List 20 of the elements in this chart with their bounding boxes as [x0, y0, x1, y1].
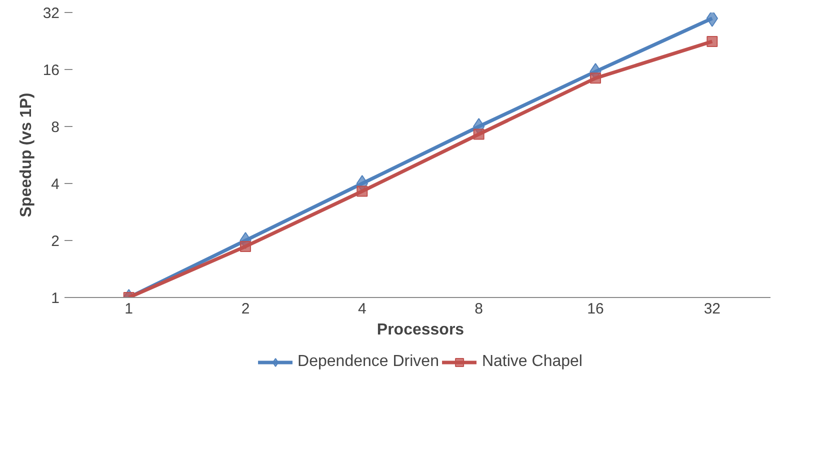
legend-label: Native Chapel [482, 353, 582, 371]
point [356, 186, 368, 197]
x-tick-label: 2 [241, 300, 250, 318]
point [590, 72, 601, 84]
y-axis-title: Speedup (vs 1P) [18, 92, 35, 218]
x-axis-title: Processors [376, 322, 464, 338]
x-tick-label: 16 [587, 300, 604, 318]
x-tick-label: 32 [704, 300, 721, 318]
point [473, 128, 484, 140]
x-tick-label: 4 [358, 300, 366, 318]
y-tick-label: 16 [42, 62, 60, 79]
point [706, 36, 718, 47]
x-tick-label: 8 [474, 300, 484, 318]
x-tick-label: 1 [124, 300, 134, 318]
y-tick-label: 8 [51, 119, 60, 136]
y-tick-label: 2 [51, 233, 60, 250]
y-tick-label: 32 [42, 5, 60, 22]
legend-label: Dependence Driven [298, 353, 439, 371]
y-tick-label: 1 [51, 290, 60, 307]
y-tick-label: 4 [51, 176, 60, 193]
